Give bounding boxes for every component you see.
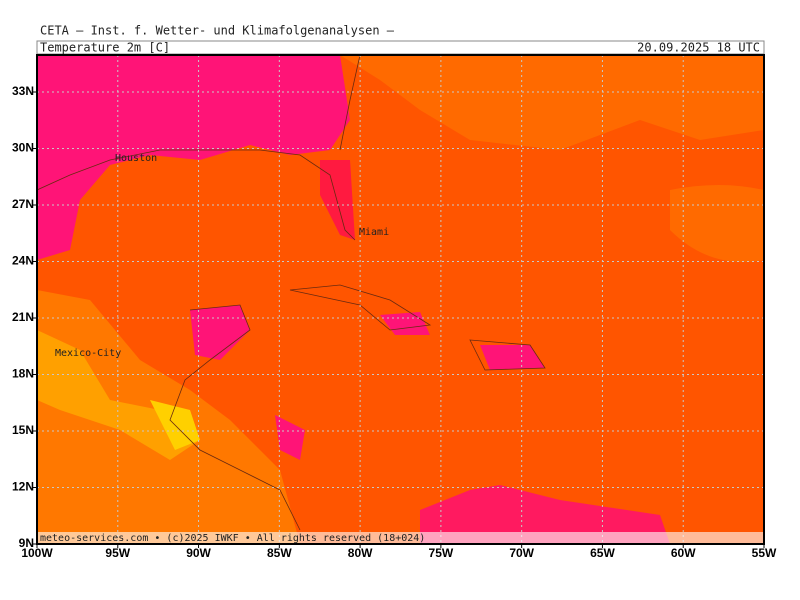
lat-label: 15N <box>12 423 34 437</box>
lon-label: 90W <box>186 546 211 560</box>
lon-label: 95W <box>105 546 130 560</box>
lat-label: 18N <box>12 367 34 381</box>
hot-area <box>275 415 305 460</box>
hot-area <box>190 305 250 360</box>
warm-area <box>670 185 764 262</box>
lon-label: 70W <box>509 546 534 560</box>
map: Houston Miami Mexico-City meteo-services… <box>36 54 765 545</box>
lat-label: 12N <box>12 480 34 494</box>
footer-strip <box>37 532 764 544</box>
hot-area <box>37 55 350 260</box>
variable-label: Temperature 2m [C] <box>40 41 170 55</box>
hot-area <box>320 160 355 240</box>
lat-label: 33N <box>12 84 34 98</box>
hot-area <box>420 485 670 544</box>
lon-label: 65W <box>590 546 615 560</box>
lat-label: 27N <box>12 197 34 211</box>
city-label: Houston <box>115 153 157 164</box>
lon-label: 80W <box>348 546 373 560</box>
lat-label: 30N <box>12 141 34 155</box>
lat-label: 21N <box>12 310 34 324</box>
valid-time: 20.09.2025 18 UTC <box>637 41 760 55</box>
warm-area <box>37 330 200 460</box>
lat-label: 9N <box>19 536 34 550</box>
coastline <box>37 55 361 241</box>
map-frame <box>36 54 765 545</box>
lon-label: 55W <box>752 546 777 560</box>
lon-label: 85W <box>267 546 292 560</box>
header-title: CETA – Inst. f. Wetter- und Klimafolgena… <box>40 24 395 38</box>
lon-label: 100W <box>21 546 53 560</box>
warm-area <box>340 55 764 150</box>
city-label: Miami <box>359 227 389 238</box>
footer: meteo-services.com • (c)2025 IWKF • All … <box>40 533 425 544</box>
city-label: Mexico-City <box>55 348 121 359</box>
lat-label: 24N <box>12 254 34 268</box>
lon-label: 75W <box>429 546 454 560</box>
lon-label: 60W <box>671 546 696 560</box>
hot-area <box>480 345 545 370</box>
